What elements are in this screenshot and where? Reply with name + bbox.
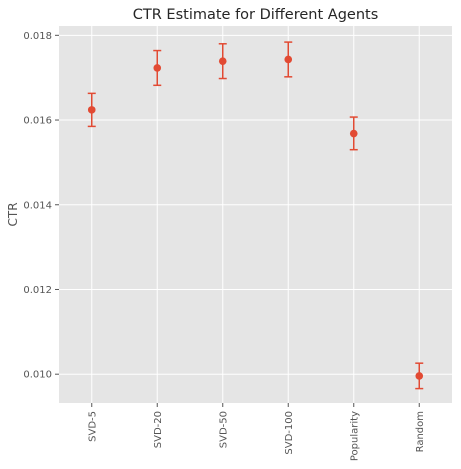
y-tick-label: 0.016 — [23, 116, 52, 127]
tick-labels: 0.010 0.012 0.014 0.016 0.018 SVD-5 SVD-20 SVD-… — [23, 31, 425, 461]
chart-marks — [87, 41, 424, 390]
y-tick-label: 0.012 — [23, 285, 52, 296]
x-tick-label: SVD-100 — [284, 411, 295, 455]
data-point — [349, 129, 358, 138]
y-axis-label: CTR — [6, 202, 20, 226]
y-tick-label: 0.014 — [23, 200, 52, 211]
data-point — [153, 64, 162, 72]
x-tick-label: Random — [415, 411, 426, 452]
y-tick-label: 0.010 — [23, 370, 52, 381]
x-tick-label: SVD-50 — [218, 411, 229, 448]
data-point — [218, 57, 227, 65]
data-point — [415, 372, 424, 380]
grid-lines — [59, 26, 452, 403]
chart-title: CTR Estimate for Different Agents — [133, 7, 379, 23]
data-point — [87, 106, 96, 114]
x-tick-label: Popularity — [349, 411, 360, 461]
plot-background — [59, 26, 452, 403]
y-tick-label: 0.018 — [23, 31, 52, 42]
x-tick-label: SVD-5 — [87, 411, 98, 442]
x-tick-label: SVD-20 — [153, 411, 164, 448]
data-point — [284, 55, 293, 64]
